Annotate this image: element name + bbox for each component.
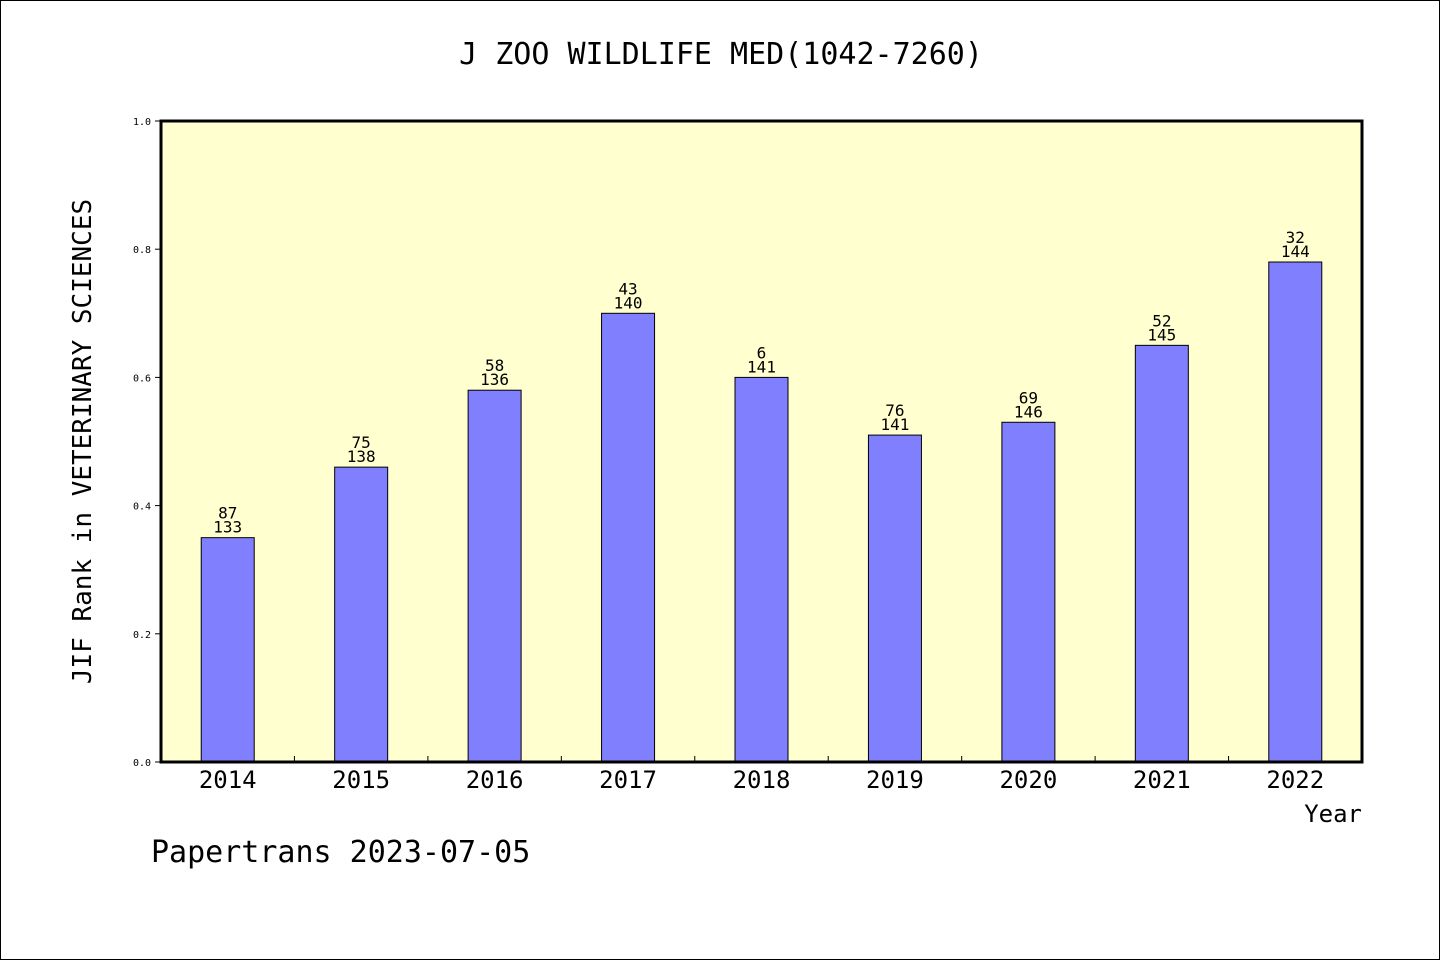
x-axis-label: Year	[1304, 800, 1362, 828]
bar	[601, 312, 656, 763]
bar	[1001, 421, 1056, 763]
bar-rank-label: 32	[1286, 228, 1305, 247]
bar-rank-label: 43	[618, 279, 637, 298]
x-tick-label: 2020	[999, 766, 1057, 794]
chart-title: J ZOO WILDLIFE MED(1042-7260)	[459, 37, 983, 72]
bar-total-label: 141	[880, 415, 909, 434]
bar	[1134, 344, 1189, 763]
bar-rank-label: 76	[885, 401, 904, 420]
bar-total-label: 144	[1281, 242, 1310, 261]
bar	[867, 434, 922, 763]
x-tick-label: 2015	[332, 766, 390, 794]
bar-total-label: 141	[747, 357, 776, 376]
y-tick-label: 1.0	[133, 117, 151, 128]
bar-rank-label: 58	[485, 356, 504, 375]
bar-rank-label: 75	[352, 433, 371, 452]
y-tick-label: 0.6	[133, 373, 151, 384]
x-tick-label: 2014	[199, 766, 257, 794]
x-tick-label: 2021	[1133, 766, 1191, 794]
bar	[467, 389, 522, 763]
x-tick-label: 2016	[466, 766, 524, 794]
bar	[200, 537, 255, 763]
bar	[1268, 261, 1323, 763]
plot-frame	[159, 119, 1364, 764]
y-axis-label: JIF Rank in VETERINARY SCIENCES	[68, 199, 98, 684]
x-tick-label: 2017	[599, 766, 657, 794]
x-tick-label: 2019	[866, 766, 924, 794]
bar-total-label: 136	[480, 370, 509, 389]
bar	[734, 376, 789, 763]
bar-rank-label: 52	[1152, 311, 1171, 330]
bar-total-label: 146	[1014, 402, 1043, 421]
bar-rank-label: 87	[218, 504, 237, 523]
y-tick-label: 0.0	[133, 758, 151, 769]
footer-credit: Papertrans 2023-07-05	[151, 835, 531, 870]
y-tick-label: 0.4	[133, 502, 151, 513]
bar-total-label: 140	[614, 293, 643, 312]
x-tick-label: 2018	[733, 766, 791, 794]
bar-total-label: 145	[1147, 325, 1176, 344]
bar-total-label: 138	[347, 447, 376, 466]
bar-total-label: 133	[213, 518, 242, 537]
y-tick-label: 0.8	[133, 245, 151, 256]
y-tick-label: 0.2	[133, 630, 151, 641]
x-tick-label: 2022	[1266, 766, 1324, 794]
bar-rank-label: 69	[1019, 388, 1038, 407]
bar	[334, 466, 389, 763]
bar-rank-label: 6	[757, 343, 767, 362]
